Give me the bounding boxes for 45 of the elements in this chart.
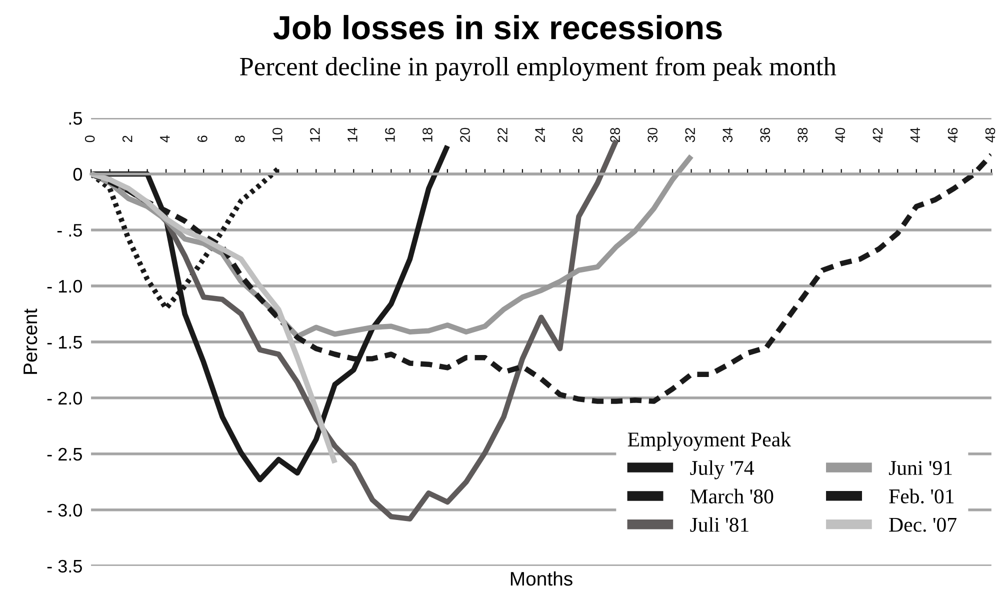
y-tick-label: - 1.0 [47, 280, 82, 293]
x-tick-label: 34 [722, 128, 733, 142]
x-tick-label: 32 [685, 128, 696, 142]
y-tick-label: .5 [69, 112, 82, 125]
x-tick-label: 24 [535, 128, 545, 142]
x-tick-label: 36 [760, 128, 770, 142]
x-tick-label: 6 [197, 136, 208, 142]
x-tick-label: 16 [385, 128, 395, 142]
legend-label: Juni '91 [888, 461, 952, 476]
x-tick-label: 4 [160, 135, 170, 142]
y-axis-title: Percent [24, 308, 38, 374]
x-tick-label: 2 [122, 136, 132, 142]
x-tick-label: 22 [498, 128, 508, 142]
y-tick-label: 0 [73, 168, 82, 181]
y-tick-label: - 2.5 [47, 448, 82, 461]
x-axis-title: Months [510, 571, 572, 586]
legend-title: Emplyoyment Peak [628, 432, 792, 451]
x-tick-label: 46 [948, 128, 958, 142]
x-tick-label: 30 [648, 128, 658, 142]
legend-label: Feb. '01 [889, 488, 954, 504]
legend-label: March '80 [690, 488, 774, 504]
x-tick-label: 28 [610, 128, 620, 142]
x-tick-label: 0 [84, 136, 95, 142]
y-tick-label: - .5 [57, 224, 82, 237]
y-tick-label: - 2.0 [47, 392, 82, 405]
x-tick-label: 26 [572, 128, 582, 142]
y-tick-label: - 1.5 [47, 336, 82, 349]
x-tick-label: 18 [422, 128, 432, 142]
x-tick-label: 48 [985, 128, 996, 142]
chart-subtitle: Percent decline in payroll employment from peak month [240, 56, 836, 81]
x-tick-label: 38 [798, 128, 808, 142]
legend-label: July '74 [690, 460, 754, 480]
y-tick-label: - 3.0 [47, 504, 82, 517]
chart-title: Job losses in six recessions [273, 14, 722, 40]
x-tick-label: 8 [234, 136, 245, 142]
x-tick-label: 14 [348, 128, 358, 142]
x-tick-label: 12 [310, 128, 320, 142]
x-tick-label: 40 [835, 128, 846, 142]
legend-label: Dec. '07 [889, 518, 956, 532]
x-tick-label: 44 [910, 128, 920, 142]
legend-label: Juli '81 [690, 517, 748, 532]
x-tick-label: 42 [872, 128, 882, 142]
x-tick-label: 20 [460, 128, 470, 142]
y-tick-label: - 3.5 [47, 560, 82, 573]
x-tick-label: 10 [272, 128, 282, 142]
